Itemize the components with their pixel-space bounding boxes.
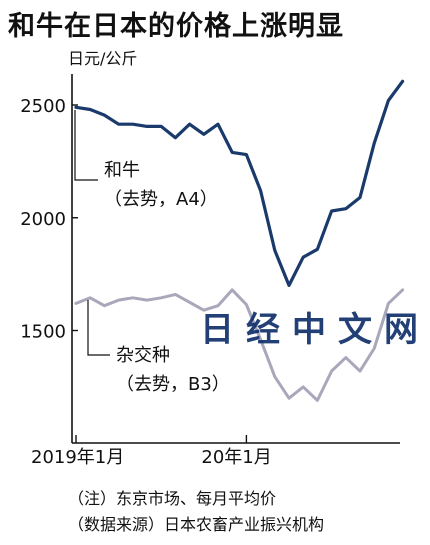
y-tick-label-1500: 1500 xyxy=(20,322,66,343)
series-label-1-line-0: 杂交种 xyxy=(116,345,170,366)
y-tick-label-2000: 2000 xyxy=(20,209,66,230)
watermark-char-2: 中 xyxy=(292,310,326,350)
series-leader-0 xyxy=(74,110,98,181)
watermark-char-1: 经 xyxy=(246,310,280,350)
watermark-char-4: 网 xyxy=(384,310,418,350)
series-label-0-line-1: （去势，A4） xyxy=(104,189,218,210)
chart-title: 和牛在日本的价格上涨明显 xyxy=(8,11,344,42)
source-note-data-source: （数据来源）日本农畜产业振兴机构 xyxy=(68,515,325,534)
series-line-1 xyxy=(74,288,405,402)
series-label-1-line-1: （去势，B3） xyxy=(116,374,230,395)
series-leader-1 xyxy=(87,300,110,356)
x-tick-label-2020-01: 20年1月 xyxy=(201,447,271,468)
series-line-0 xyxy=(74,79,405,287)
watermark-char-3: 文 xyxy=(338,310,372,350)
series-label-0-line-0: 和牛 xyxy=(104,160,140,181)
y-axis-label: 日元/公斤 xyxy=(68,49,137,68)
source-note-market: （注）东京市场、每月平均价 xyxy=(68,489,277,508)
x-tick-label-2019-01: 2019年1月 xyxy=(31,447,124,468)
watermark-char-0: 日 xyxy=(200,310,234,350)
y-tick-label-2500: 2500 xyxy=(20,96,66,117)
